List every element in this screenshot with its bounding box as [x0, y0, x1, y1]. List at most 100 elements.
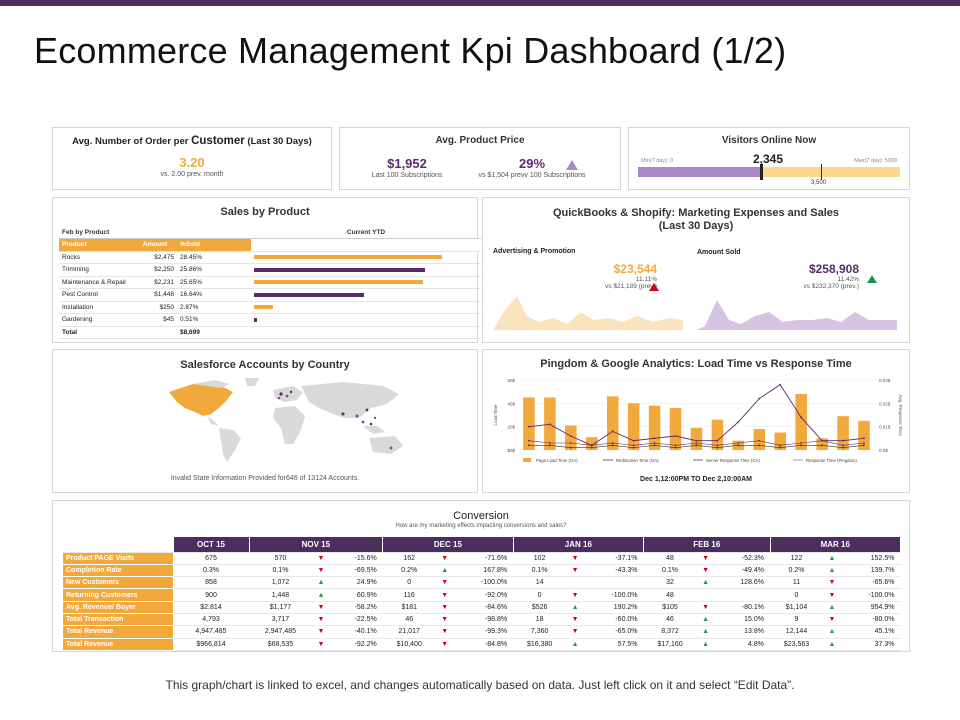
quickbooks-card[interactable]: QuickBooks & Shopify: Marketing Expenses… — [482, 197, 910, 343]
month-header: FEB 16 — [643, 537, 771, 553]
triangle-down-icon: ▼ — [696, 552, 715, 565]
empty-indicator — [566, 576, 585, 590]
table-row[interactable]: New Customers 858 1,072 ▲ 24.9% 0 ▼ -100.0% 14 32… — [63, 576, 901, 590]
kpi-orders-value: 3.20 — [179, 155, 205, 170]
series-point — [800, 442, 802, 444]
base-value: 858 — [173, 576, 249, 590]
load-time-bar — [606, 396, 619, 450]
cell-pct: -92.2% — [329, 638, 383, 651]
map-card[interactable]: Salesforce Accounts by Country Invalid S… — [52, 349, 478, 493]
cell-value: 122 — [770, 552, 824, 565]
series-point — [758, 439, 761, 442]
triangle-down-icon: ▼ — [435, 601, 454, 614]
cell-pct: -58.2% — [329, 601, 383, 614]
map-title: Salesforce Accounts by Country — [180, 359, 350, 371]
table-row[interactable]: Total Revenue $966,814 $68,535 ▼ -92.2% $10,4… — [63, 638, 901, 651]
qb-right-value: $258,908 — [808, 262, 859, 276]
series-point — [842, 446, 844, 449]
product-pct: 16.64% — [177, 288, 251, 302]
sales-by-product-card[interactable]: Sales by Product Feb by Product Current … — [52, 197, 481, 343]
row-label: Product PAGE Visits — [63, 552, 173, 565]
base-value: 4,947,485 — [173, 625, 249, 639]
base-value: $2,814 — [173, 601, 249, 614]
sales-bar — [254, 267, 425, 272]
load-time-bar — [669, 408, 682, 450]
qb-right-pct: 11.42% — [837, 276, 859, 283]
kpi-price-card[interactable]: Avg. Product Price $1,952 Last 100 Subsc… — [339, 127, 621, 190]
series-point — [569, 446, 572, 449]
table-row[interactable]: Installation $250 2.87% — [59, 301, 481, 314]
cell-pct: -40.1% — [329, 625, 383, 639]
cell-pct: 954.9% — [841, 601, 901, 614]
table-row[interactable]: Maintenance & Repair $2,231 25.65% — [59, 276, 481, 289]
load-time-bar — [774, 432, 786, 450]
y2-tick-label: 0.03$ — [879, 378, 891, 383]
product-name: Installation — [59, 301, 133, 314]
row-label: New Customers — [63, 576, 173, 590]
visitors-card[interactable]: Visitors Online Now Min(7 day): 0 Max(7 … — [628, 127, 910, 190]
product-amount: $2,475 — [133, 251, 177, 264]
qb-left-sub: vs $21,189 (prev.) — [605, 283, 657, 290]
sales-bar — [254, 305, 273, 310]
cell-value: 0.1% — [249, 564, 312, 578]
empty-indicator — [696, 588, 715, 602]
table-row[interactable]: Rocks $2,475 28.45% — [59, 251, 481, 264]
qb-right-label: Amount Sold — [697, 249, 741, 256]
table-row[interactable]: Total Transaction 4,793 3,717 ▼ -22.5% 46 ▼ -98… — [63, 613, 901, 627]
y2-axis-label: Avg. Response Time — [898, 394, 903, 436]
triangle-up-icon: ▲ — [696, 576, 715, 590]
kpi-price-label: Avg. Product Price — [435, 135, 525, 146]
table-row[interactable]: Product PAGE Visits 675 570 ▼ -15.6% 162 ▼ -71.… — [63, 552, 901, 565]
triangle-up-icon: ▲ — [566, 601, 585, 614]
table-row[interactable]: Trimming $2,250 25.86% — [59, 263, 481, 277]
cell-value: 0.1% — [643, 564, 697, 578]
table-row[interactable]: Completion Rate 0.3% 0.1% ▼ -69.5% 0.2% ▲ 167.8… — [63, 564, 901, 578]
triangle-down-icon: ▼ — [311, 638, 330, 651]
table-row[interactable]: Returning Customers 900 1,448 ▲ 60.9% 116 ▼ -92… — [63, 588, 901, 602]
qb-title: QuickBooks & Shopify: Marketing Expenses… — [552, 207, 840, 219]
analytics-card[interactable]: Pingdom & Google Analytics: Load Time vs… — [482, 349, 910, 493]
sales-bar — [254, 317, 258, 322]
sales-bar — [254, 255, 442, 260]
series-point — [737, 442, 740, 444]
kpi-orders-card[interactable]: Avg. Number of Order per Customer (Last … — [52, 127, 332, 190]
series-point — [800, 416, 802, 419]
cell-value: 7,360 — [513, 625, 567, 639]
series-point — [548, 444, 551, 447]
table-row[interactable]: Pest Control $1,448 16.64% — [59, 288, 481, 302]
cell-value: $17,160 — [643, 638, 697, 651]
conversion-card[interactable]: Conversion How are my marketing effects … — [52, 500, 910, 652]
cell-value: $526 — [513, 601, 567, 614]
legend-label: Redirection Time (GA) — [616, 458, 659, 463]
table-row[interactable]: Avg. Revenue/ Buyer $2,814 $1,177 ▼ -58.2% $1… — [63, 601, 901, 614]
triangle-down-icon: ▼ — [435, 588, 454, 602]
product-pct: 25.86% — [177, 263, 251, 277]
cell-value: $23,563 — [770, 638, 824, 651]
load-time-chart: $0$ 20$ 40$ 60$ 0.0$ 0.01$ 0.02$ 0.03$ Load Time… — [493, 378, 903, 463]
analytics-range: Dec 1,12:00PM TO Dec 2,10:00AM — [640, 476, 752, 483]
cell-pct: 24.9% — [329, 576, 383, 590]
cell-pct: -98.8% — [453, 613, 514, 627]
sales-header-product: Product — [59, 238, 133, 252]
product-name: Pest Control — [59, 288, 133, 302]
sales-caption-right: Current YTD — [251, 226, 481, 239]
cell-pct: 4.8% — [714, 638, 770, 651]
series-point — [716, 446, 719, 449]
product-amount: $45 — [133, 313, 177, 327]
y-tick-label: $0$ — [507, 448, 515, 453]
kpi-price-pct: 29% — [518, 156, 546, 171]
cell-value: 102 — [513, 552, 567, 565]
table-row[interactable]: Gardening $45 0.51% — [59, 313, 481, 327]
world-map — [169, 378, 403, 462]
series-point — [863, 442, 865, 444]
kpi-price-pct-sub: vs $1,504 prevv 100 Subscriptions — [478, 172, 586, 179]
product-pct: 2.87% — [177, 301, 251, 314]
kpi-orders-sub: vs. 2.00 prev. month — [160, 171, 224, 178]
legend-label: Server Response Time (GA) — [706, 458, 761, 463]
cell-value: 46 — [643, 613, 697, 627]
cell-pct: 167.8% — [453, 564, 514, 578]
table-row[interactable]: Total Revenue 4,947,485 2,947,485 ▼ -40.1% 21… — [63, 625, 901, 639]
cell-pct: 139.7% — [841, 564, 901, 578]
visitors-current: 2,345 — [753, 152, 784, 166]
sales-table: Feb by Product Current YTD Product Amoun… — [59, 226, 481, 339]
